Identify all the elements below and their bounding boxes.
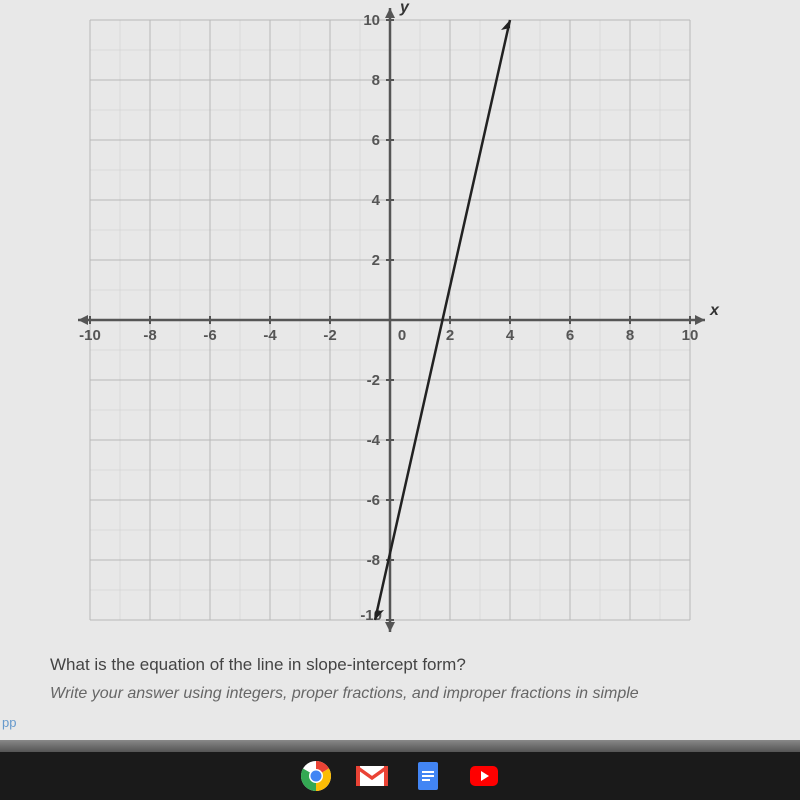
- x-tick-label: 6: [566, 327, 574, 344]
- x-tick-label: -8: [143, 327, 156, 344]
- instruction-text: Write your answer using integers, proper…: [50, 685, 639, 703]
- y-tick-label: -2: [367, 372, 380, 389]
- content-area: -10 -8 -6 -4 -2 0 2 4 6 8 10 10 8 6 4 2 …: [0, 0, 800, 740]
- x-tick-label: -6: [203, 327, 216, 344]
- chart-container: -10 -8 -6 -4 -2 0 2 4 6 8 10 10 8 6 4 2 …: [60, 0, 780, 640]
- x-axis-arrow-right: [695, 315, 705, 325]
- y-axis-arrow-down: [385, 622, 395, 632]
- docs-icon[interactable]: [411, 759, 445, 793]
- y-tick-label: 4: [372, 192, 381, 209]
- x-tick-label: 4: [506, 327, 515, 344]
- gmail-icon[interactable]: [355, 759, 389, 793]
- chrome-icon[interactable]: [299, 759, 333, 793]
- y-tick-label: -6: [367, 492, 380, 509]
- x-tick-label: -2: [323, 327, 336, 344]
- corner-label: pp: [2, 715, 16, 730]
- y-tick-label: 2: [372, 252, 380, 269]
- x-tick-label: 10: [682, 327, 699, 344]
- x-tick-label: -4: [263, 327, 277, 344]
- y-tick-label: 8: [372, 72, 380, 89]
- y-tick-label: 6: [372, 132, 380, 149]
- x-axis-arrow-left: [78, 315, 88, 325]
- y-axis-arrow-up: [385, 8, 395, 18]
- y-tick-label: -4: [367, 432, 381, 449]
- coordinate-chart: -10 -8 -6 -4 -2 0 2 4 6 8 10 10 8 6 4 2 …: [60, 0, 780, 640]
- taskbar: [0, 752, 800, 800]
- y-axis-title: y: [399, 0, 410, 16]
- y-tick-label: -8: [367, 552, 380, 569]
- x-tick-label: 2: [446, 327, 454, 344]
- question-text: What is the equation of the line in slop…: [50, 655, 466, 675]
- x-tick-label: -10: [79, 327, 101, 344]
- youtube-icon[interactable]: [467, 759, 501, 793]
- x-axis-title: x: [709, 302, 720, 319]
- taskbar-shelf-edge: [0, 740, 800, 752]
- y-tick-label: 10: [363, 12, 380, 29]
- origin-label: 0: [398, 327, 406, 344]
- x-tick-label: 8: [626, 327, 634, 344]
